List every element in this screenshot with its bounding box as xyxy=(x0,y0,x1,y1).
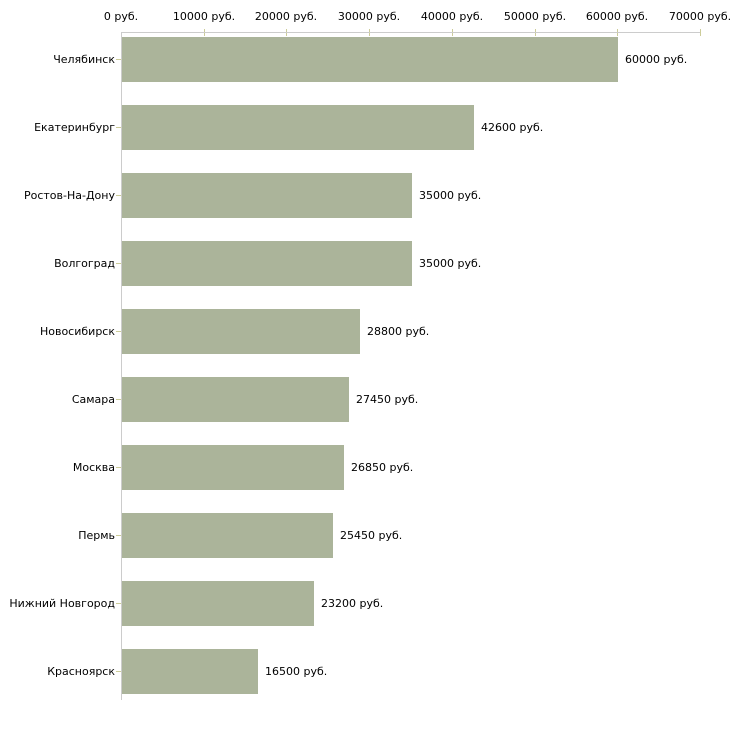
x-tick-label: 20000 руб. xyxy=(254,10,318,23)
bar-category-label: Самара xyxy=(71,393,115,406)
x-tick-label: 50000 руб. xyxy=(503,10,567,23)
x-tick-mark xyxy=(700,29,701,36)
bar-value-label: 23200 руб. xyxy=(321,597,384,610)
bar xyxy=(122,173,412,218)
bar-category-label: Нижний Новгород xyxy=(9,597,115,610)
bar-value-label: 26850 руб. xyxy=(351,461,414,474)
bar-value-label: 35000 руб. xyxy=(419,189,482,202)
bar-value-label: 42600 руб. xyxy=(481,121,544,134)
bar xyxy=(122,513,333,558)
y-tick-mark xyxy=(116,467,121,468)
bar-category-label: Новосибирск xyxy=(39,325,115,338)
bar-value-label: 27450 руб. xyxy=(356,393,419,406)
y-tick-mark xyxy=(116,127,121,128)
bar-value-label: 28800 руб. xyxy=(367,325,430,338)
bar-category-label: Екатеринбург xyxy=(34,121,115,134)
bar-category-label: Ростов-На-Дону xyxy=(23,189,115,202)
y-tick-mark xyxy=(116,399,121,400)
bar xyxy=(122,37,618,82)
y-tick-mark xyxy=(116,263,121,264)
bar xyxy=(122,377,349,422)
bar xyxy=(122,649,258,694)
x-tick-label: 70000 руб. xyxy=(668,10,730,23)
bar-value-label: 35000 руб. xyxy=(419,257,482,270)
x-tick-label: 10000 руб. xyxy=(172,10,236,23)
bar-category-label: Красноярск xyxy=(47,665,115,678)
x-tick-label: 60000 руб. xyxy=(585,10,649,23)
x-tick-label: 30000 руб. xyxy=(337,10,401,23)
bar xyxy=(122,105,474,150)
bar-value-label: 60000 руб. xyxy=(625,53,688,66)
x-tick-label: 0 руб. xyxy=(103,10,139,23)
y-tick-mark xyxy=(116,195,121,196)
bar-category-label: Москва xyxy=(72,461,115,474)
y-axis-line xyxy=(121,32,122,700)
bar-category-label: Пермь xyxy=(78,529,115,542)
x-tick-label: 40000 руб. xyxy=(420,10,484,23)
y-tick-mark xyxy=(116,331,121,332)
bar-value-label: 16500 руб. xyxy=(265,665,328,678)
bar xyxy=(122,581,314,626)
bar-category-label: Челябинск xyxy=(53,53,115,66)
y-tick-mark xyxy=(116,671,121,672)
y-tick-mark xyxy=(116,59,121,60)
y-tick-mark xyxy=(116,603,121,604)
bar-value-label: 25450 руб. xyxy=(340,529,403,542)
bar xyxy=(122,309,360,354)
y-tick-mark xyxy=(116,535,121,536)
bar xyxy=(122,241,412,286)
bar xyxy=(122,445,344,490)
bar-category-label: Волгоград xyxy=(54,257,115,270)
x-axis-line xyxy=(121,32,700,33)
